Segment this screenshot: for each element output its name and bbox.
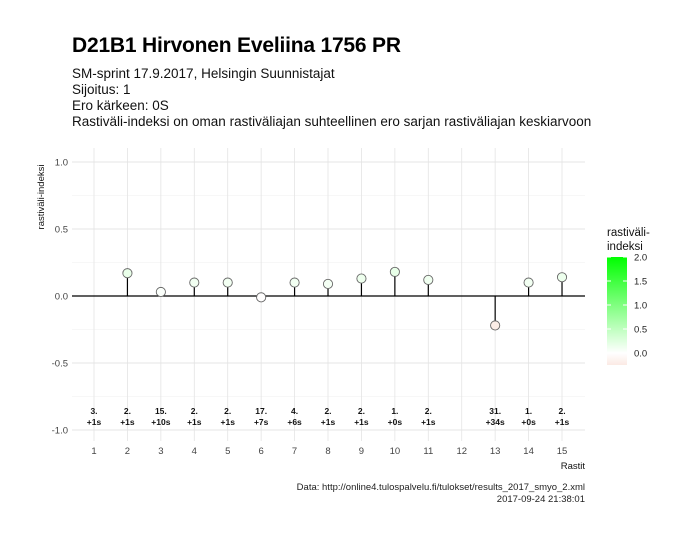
x-tick-label: 6 xyxy=(259,446,264,457)
x-tick-label: 3 xyxy=(158,446,163,457)
data-point xyxy=(189,277,200,288)
diff-label: +1s xyxy=(87,417,102,427)
x-tick-label: 14 xyxy=(523,446,534,457)
rank-label: 2. xyxy=(358,406,365,416)
legend-title-line: indeksi xyxy=(607,241,643,253)
data-point xyxy=(256,292,267,303)
diff-label: +1s xyxy=(120,417,135,427)
diff-label: +1s xyxy=(321,417,336,427)
rank-annotations: 3.+1s2.+1s15.+10s2.+1s2.+1s17.+7s4.+6s2.… xyxy=(87,406,570,427)
y-tick-label: 1.0 xyxy=(55,158,68,169)
diff-label: +1s xyxy=(555,417,570,427)
x-tick-label: 7 xyxy=(292,446,297,457)
legend-tick-label: 2.0 xyxy=(634,253,647,264)
data-point xyxy=(155,286,166,298)
rank-label: 2. xyxy=(224,406,231,416)
data-point xyxy=(122,268,133,279)
diff-label: +34s xyxy=(486,417,505,427)
diff-label: +1s xyxy=(221,417,236,427)
legend-tick-label: 1.5 xyxy=(634,277,647,288)
rank-label: 1. xyxy=(391,406,398,416)
axes: -1.0-0.50.00.51.01 2 3 4 5 6 7 8 9 10 11 12 13 14 15Ra… xyxy=(36,158,585,473)
diff-label: +7s xyxy=(254,417,269,427)
y-tick-label: -1.0 xyxy=(52,426,68,437)
y-tick-label: -0.5 xyxy=(52,359,68,370)
rank-label: 4. xyxy=(291,406,298,416)
legend-tick-label: 0.0 xyxy=(634,349,647,360)
rank-label: 2. xyxy=(191,406,198,416)
timestamp-caption: 2017-09-24 21:38:01 xyxy=(496,494,585,505)
diff-label: +1s xyxy=(421,417,436,427)
data-point xyxy=(423,274,434,285)
chart-marks xyxy=(72,266,585,331)
rank-label: 17. xyxy=(255,406,267,416)
rank-label: 2. xyxy=(324,406,331,416)
rank-label: 15. xyxy=(155,406,167,416)
subtitle-line: Rastiväli-indeksi on oman rastiväliajan … xyxy=(72,114,592,129)
x-tick-label: 13 xyxy=(490,446,501,457)
data-point xyxy=(490,320,501,331)
x-tick-label: 9 xyxy=(359,446,364,457)
diff-label: +10s xyxy=(151,417,170,427)
subtitle-line: Sijoitus: 1 xyxy=(72,82,131,97)
diff-label: +0s xyxy=(388,417,403,427)
x-tick-label: 11 xyxy=(423,446,433,457)
rank-label: 2. xyxy=(425,406,432,416)
y-axis-label: rastiväli-indeksi xyxy=(36,165,47,230)
x-tick-label: 12 xyxy=(456,446,467,457)
x-tick-label: 15 xyxy=(557,446,568,457)
legend-title-line: rastiväli- xyxy=(607,227,650,239)
data-point xyxy=(356,273,367,284)
y-tick-label: 0.5 xyxy=(55,225,68,236)
y-tick-label: 0.0 xyxy=(55,292,68,303)
x-tick-label: 4 xyxy=(192,446,197,457)
data-source-caption: Data: http://online4.tulospalvelu.fi/tul… xyxy=(296,482,585,493)
data-point xyxy=(556,272,568,283)
x-tick-label: 10 xyxy=(390,446,401,457)
rank-label: 1. xyxy=(525,406,532,416)
legend-tick-label: 0.5 xyxy=(634,325,647,336)
x-tick-label: 2 xyxy=(125,446,130,457)
data-point xyxy=(289,277,300,288)
x-tick-label: 5 xyxy=(225,446,230,457)
color-legend: rastiväli-indeksi 0.0 0.5 1.0 1.5 2.0 xyxy=(607,227,650,365)
data-point xyxy=(389,266,400,277)
diff-label: +1s xyxy=(354,417,369,427)
rank-label: 3. xyxy=(90,406,97,416)
legend-tick-label: 1.0 xyxy=(634,301,647,312)
data-point xyxy=(523,277,534,288)
x-tick-label: 8 xyxy=(325,446,330,457)
diff-label: +6s xyxy=(287,417,302,427)
legend-colorbar xyxy=(607,257,627,365)
rank-label: 2. xyxy=(124,406,131,416)
rank-label: 2. xyxy=(558,406,565,416)
diff-label: +0s xyxy=(521,417,536,427)
rank-label: 31. xyxy=(489,406,501,416)
data-point xyxy=(322,278,334,289)
x-axis-label: Rastit xyxy=(561,461,586,472)
data-point xyxy=(222,277,233,288)
chart-title: D21B1 Hirvonen Eveliina 1756 PR xyxy=(72,34,401,57)
x-tick-label: 1 xyxy=(91,446,96,457)
diff-label: +1s xyxy=(187,417,202,427)
subtitle-line: Ero kärkeen: 0S xyxy=(72,98,169,113)
subtitle-line: SM-sprint 17.9.2017, Helsingin Suunnista… xyxy=(72,66,335,81)
